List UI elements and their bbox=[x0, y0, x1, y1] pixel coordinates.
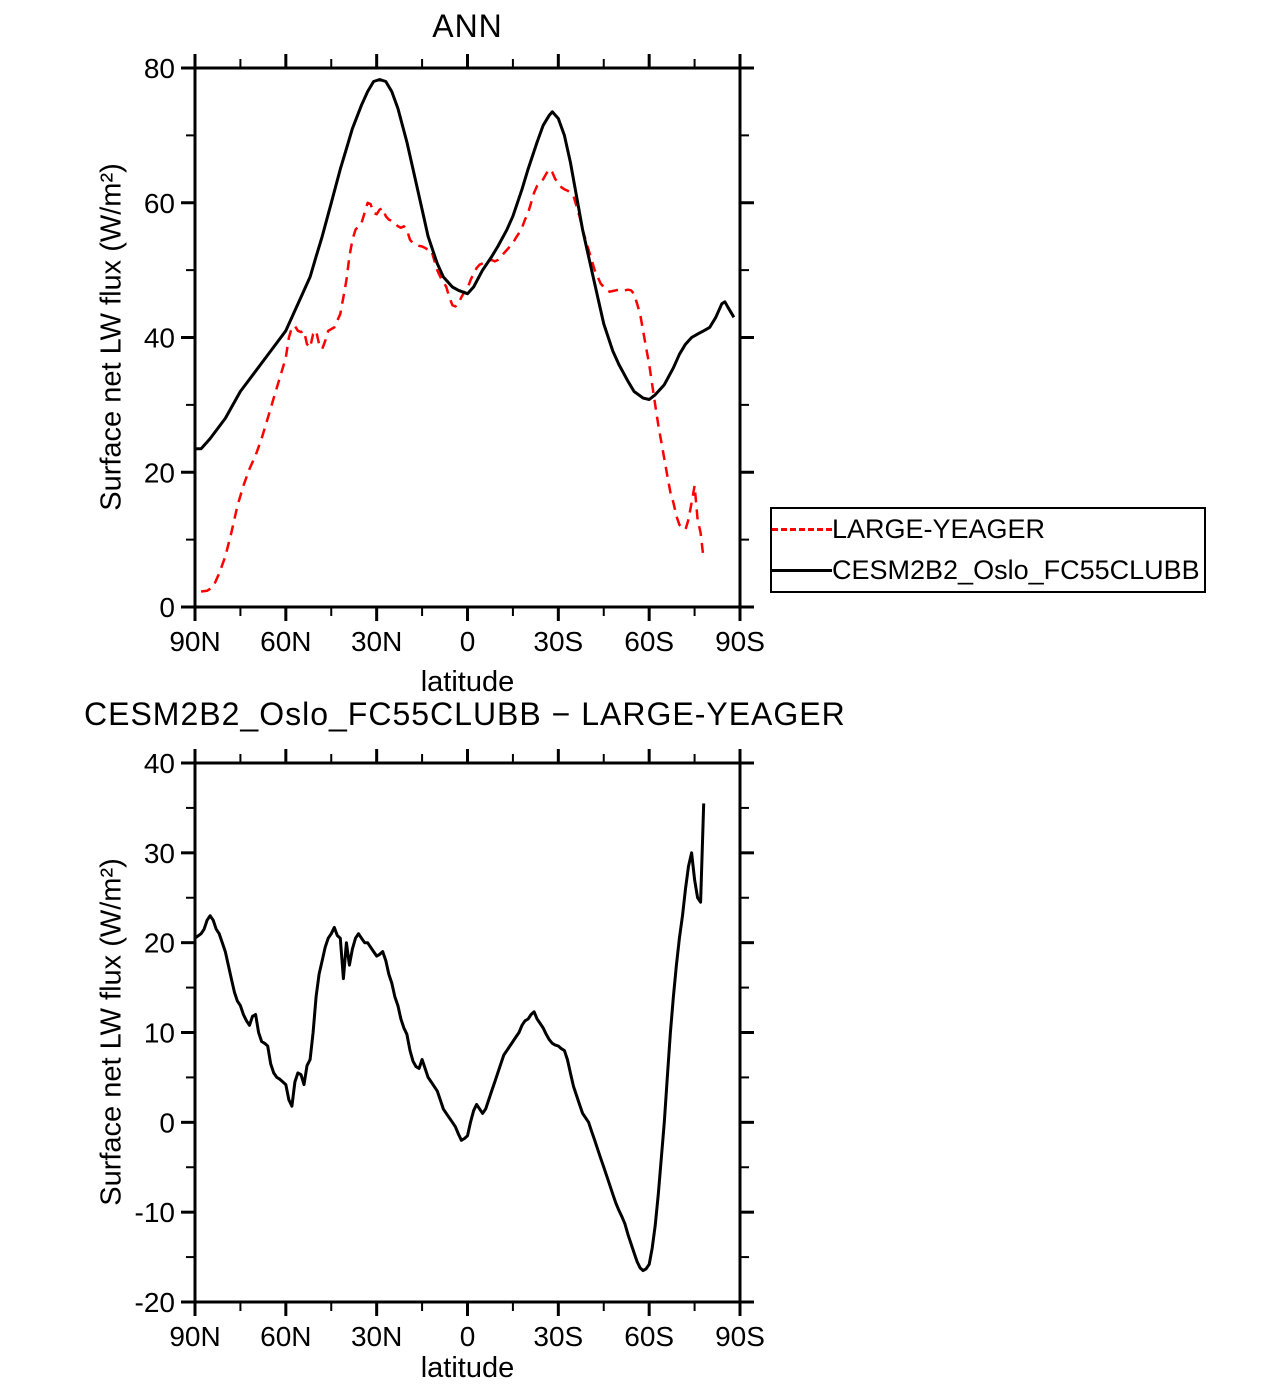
svg-text:10: 10 bbox=[144, 1018, 175, 1049]
svg-text:20: 20 bbox=[144, 928, 175, 959]
top-chart-title: ANN bbox=[432, 8, 503, 44]
svg-text:-20: -20 bbox=[135, 1287, 175, 1318]
svg-text:30N: 30N bbox=[351, 626, 402, 657]
svg-text:80: 80 bbox=[144, 53, 175, 84]
svg-text:40: 40 bbox=[144, 748, 175, 779]
svg-text:30N: 30N bbox=[351, 1321, 402, 1352]
svg-text:60S: 60S bbox=[624, 626, 674, 657]
svg-text:60N: 60N bbox=[260, 626, 311, 657]
svg-text:60S: 60S bbox=[624, 1321, 674, 1352]
svg-text:90S: 90S bbox=[715, 626, 765, 657]
svg-text:0: 0 bbox=[159, 1107, 175, 1138]
svg-text:-10: -10 bbox=[135, 1197, 175, 1228]
svg-text:60N: 60N bbox=[260, 1321, 311, 1352]
svg-text:30: 30 bbox=[144, 838, 175, 869]
top-x-axis-label: latitude bbox=[420, 666, 515, 698]
legend: LARGE-YEAGER CESM2B2_Oslo_FC55CLUBB bbox=[770, 507, 1206, 593]
legend-item-cesm2b2: CESM2B2_Oslo_FC55CLUBB bbox=[772, 550, 1204, 590]
svg-text:60: 60 bbox=[144, 188, 175, 219]
svg-text:20: 20 bbox=[144, 457, 175, 488]
legend-red-dashed-line-sample bbox=[772, 528, 832, 532]
svg-text:0: 0 bbox=[159, 592, 175, 623]
bottom-x-axis-label: latitude bbox=[420, 1352, 515, 1384]
svg-text:30S: 30S bbox=[533, 1321, 583, 1352]
legend-label-large-yeager: LARGE-YEAGER bbox=[832, 514, 1046, 545]
svg-text:90S: 90S bbox=[715, 1321, 765, 1352]
top-chart-canvas: 90N 60N 30N 0 30S 60S 90S 0 20 40 60 80 bbox=[144, 53, 765, 657]
legend-black-solid-line-sample bbox=[772, 568, 832, 572]
svg-text:30S: 30S bbox=[533, 626, 583, 657]
bottom-chart-title: CESM2B2_Oslo_FC55CLUBB − LARGE-YEAGER bbox=[84, 696, 846, 732]
svg-text:0: 0 bbox=[460, 1321, 476, 1352]
svg-text:0: 0 bbox=[460, 626, 476, 657]
svg-text:90N: 90N bbox=[169, 1321, 220, 1352]
legend-label-cesm2b2: CESM2B2_Oslo_FC55CLUBB bbox=[832, 554, 1200, 585]
svg-text:90N: 90N bbox=[169, 626, 220, 657]
bottom-chart-canvas: 90N 60N 30N 0 30S 60S 90S -20 -10 0 10 20 30 40 bbox=[135, 748, 765, 1352]
legend-item-large-yeager: LARGE-YEAGER bbox=[772, 510, 1204, 550]
svg-text:40: 40 bbox=[144, 323, 175, 354]
